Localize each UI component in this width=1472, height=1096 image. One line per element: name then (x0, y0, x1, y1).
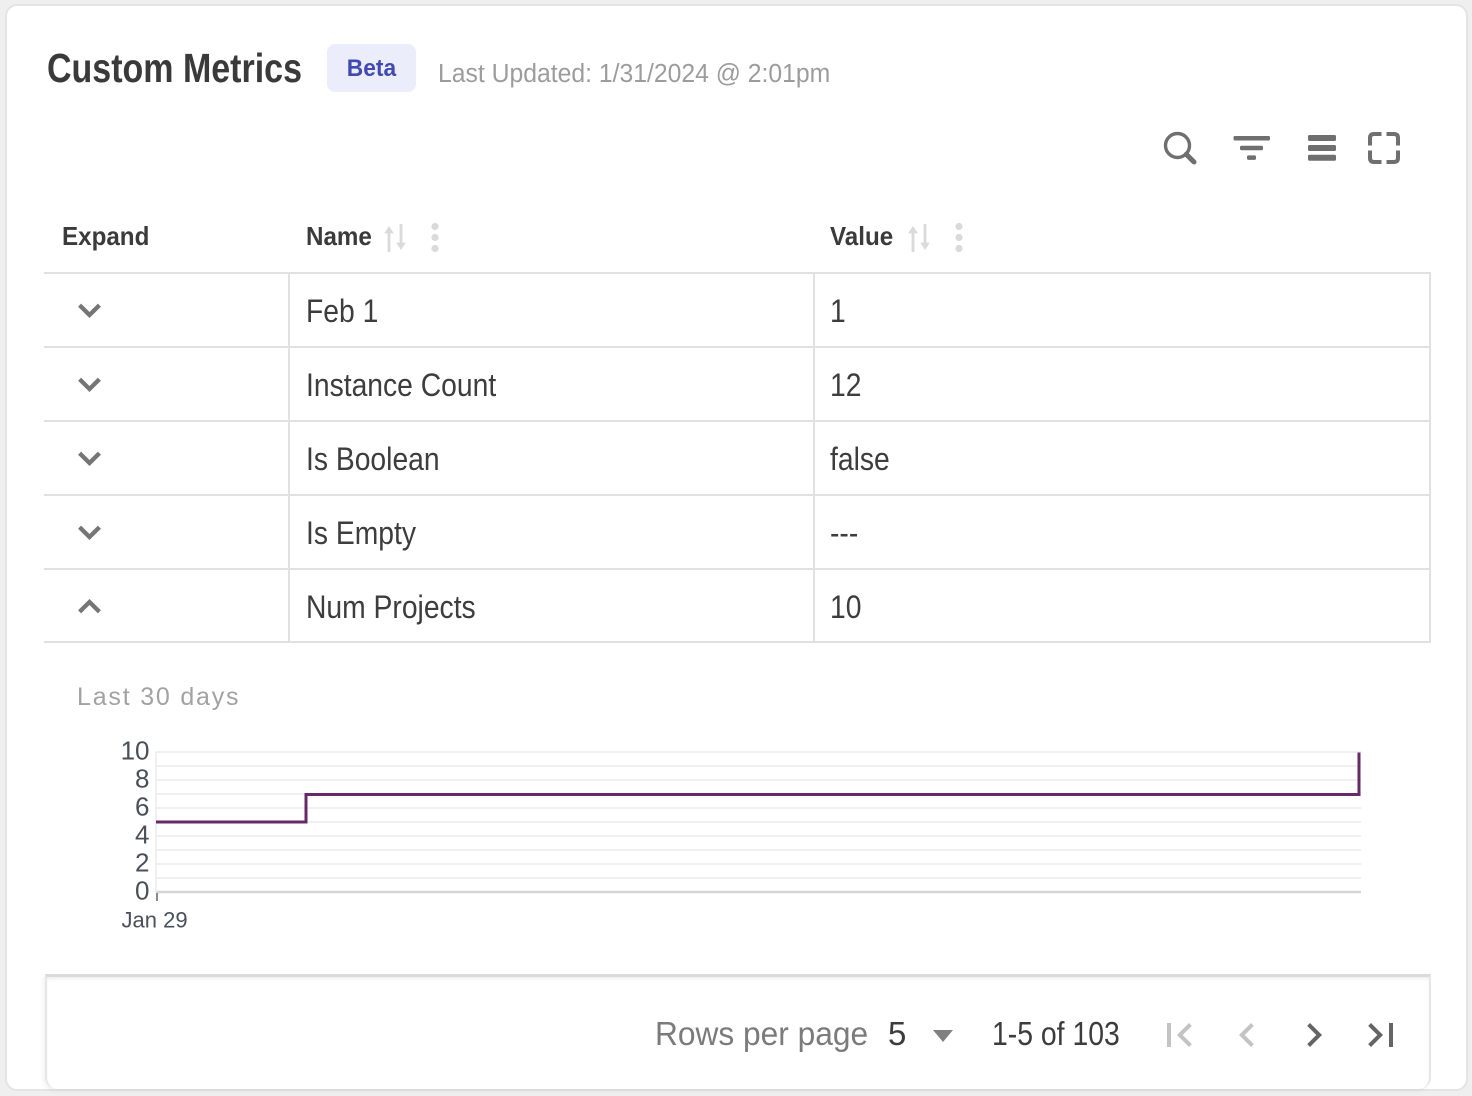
svg-text:0: 0 (135, 876, 149, 906)
svg-text:6: 6 (135, 792, 149, 822)
svg-text:Jan 29: Jan 29 (122, 908, 188, 933)
svg-text:8: 8 (135, 764, 149, 794)
svg-text:4: 4 (135, 820, 149, 850)
svg-text:10: 10 (121, 736, 150, 766)
svg-text:2: 2 (135, 848, 149, 878)
